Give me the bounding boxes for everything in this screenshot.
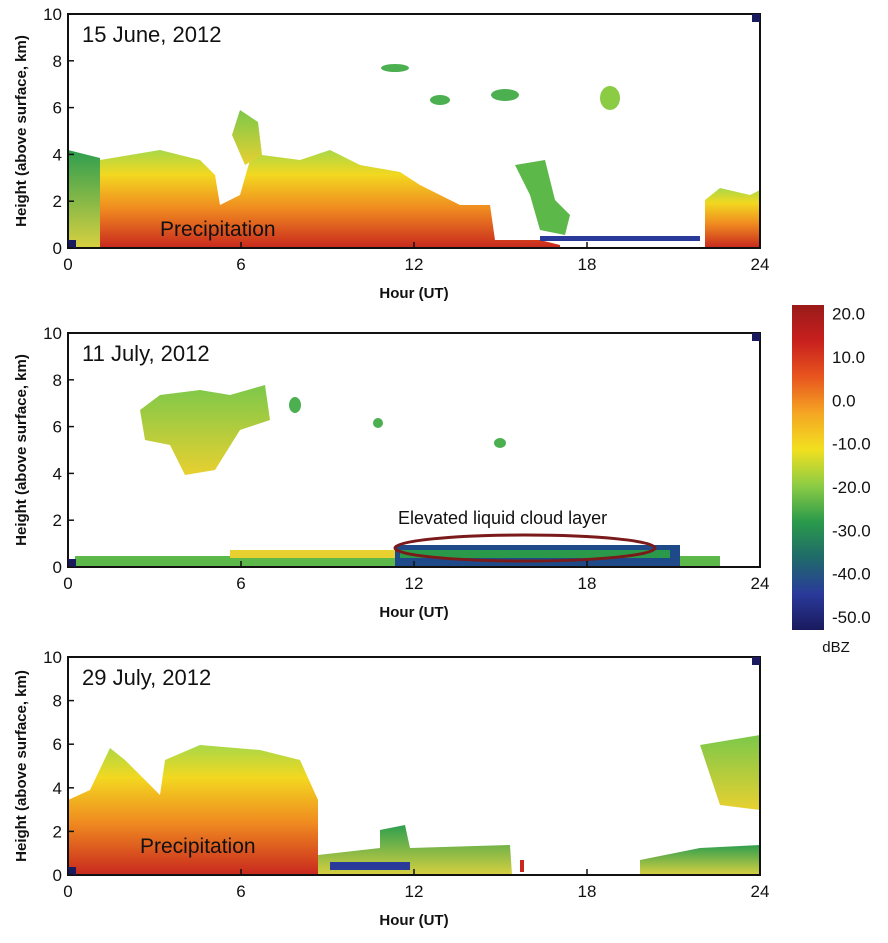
corner-marker	[752, 657, 760, 665]
radar-echoes	[68, 64, 760, 248]
panel-title: 29 July, 2012	[82, 665, 211, 690]
colorbar	[792, 305, 824, 630]
annotation: Elevated liquid cloud layer	[398, 508, 607, 528]
x-tick-label: 12	[405, 255, 424, 274]
corner-marker	[752, 14, 760, 22]
y-tick-label: 4	[53, 145, 62, 164]
colorbar-label: dBZ	[822, 639, 850, 656]
y-tick-label: 6	[53, 735, 62, 754]
y-tick-label: 6	[53, 418, 62, 437]
y-axis-label: Height (above surface, km)	[13, 670, 30, 862]
x-axis-label: Hour (UT)	[379, 285, 448, 302]
y-tick-label: 2	[53, 192, 62, 211]
y-tick-label: 10	[43, 324, 62, 343]
annotation: Precipitation	[160, 218, 276, 241]
y-tick-label: 10	[43, 648, 62, 667]
corner-marker	[752, 333, 760, 341]
y-axis-label: Height (above surface, km)	[13, 35, 30, 227]
x-tick-label: 18	[578, 255, 597, 274]
x-axis-label: Hour (UT)	[379, 604, 448, 621]
colorbar-tick-label: -20.0	[832, 478, 871, 497]
y-tick-label: 4	[53, 779, 62, 798]
x-tick-label: 0	[63, 255, 72, 274]
x-axis-label: Hour (UT)	[379, 912, 448, 929]
colorbar-tick-label: -30.0	[832, 521, 871, 540]
y-axis-label: Height (above surface, km)	[13, 354, 30, 546]
x-tick-label: 18	[578, 882, 597, 901]
x-tick-label: 24	[751, 255, 770, 274]
corner-marker	[68, 240, 76, 248]
colorbar-tick-label: -10.0	[832, 435, 871, 454]
radar-echoes	[75, 385, 720, 567]
y-tick-label: 2	[53, 822, 62, 841]
x-tick-label: 6	[236, 882, 245, 901]
y-tick-label: 0	[53, 558, 62, 577]
x-tick-label: 24	[751, 574, 770, 593]
x-tick-label: 0	[63, 574, 72, 593]
colorbar-tick-label: 20.0	[832, 305, 865, 324]
y-tick-label: 8	[53, 692, 62, 711]
x-tick-label: 0	[63, 882, 72, 901]
corner-marker	[68, 867, 76, 875]
x-tick-label: 6	[236, 255, 245, 274]
colorbar-tick-label: 0.0	[832, 391, 856, 410]
x-tick-label: 24	[751, 882, 770, 901]
y-tick-label: 4	[53, 464, 62, 483]
x-tick-label: 6	[236, 574, 245, 593]
y-tick-label: 10	[43, 5, 62, 24]
radar-echoes	[68, 735, 760, 875]
y-tick-label: 8	[53, 52, 62, 71]
x-tick-label: 18	[578, 574, 597, 593]
x-tick-label: 12	[405, 882, 424, 901]
panel-title: 15 June, 2012	[82, 22, 221, 47]
y-tick-label: 0	[53, 239, 62, 258]
x-tick-label: 12	[405, 574, 424, 593]
y-tick-label: 2	[53, 511, 62, 530]
plot-frame	[67, 332, 761, 568]
y-tick-label: 8	[53, 371, 62, 390]
colorbar-tick-label: -50.0	[832, 608, 871, 627]
panel-title: 11 July, 2012	[82, 341, 210, 366]
y-tick-label: 6	[53, 99, 62, 118]
colorbar-tick-label: 10.0	[832, 348, 865, 367]
y-tick-label: 0	[53, 866, 62, 885]
corner-marker	[68, 559, 76, 567]
colorbar-tick-label: -40.0	[832, 565, 871, 584]
annotation: Precipitation	[140, 835, 256, 858]
